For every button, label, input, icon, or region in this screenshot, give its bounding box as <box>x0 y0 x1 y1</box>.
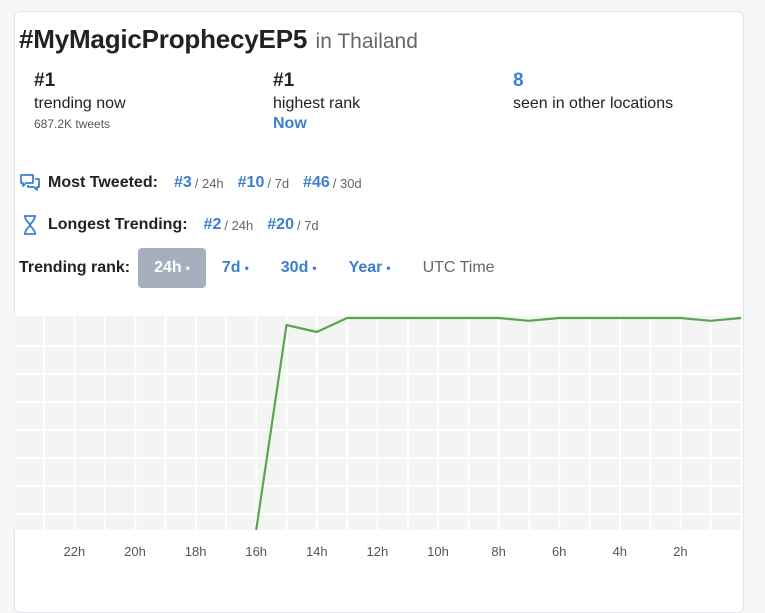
tab-dot: • <box>312 261 317 275</box>
x-tick-label: 2h <box>673 544 688 559</box>
tab-year-label: Year <box>348 259 383 276</box>
period-24h: / 24h <box>224 217 254 233</box>
stat-highest-rank: #1 highest rank Now <box>273 70 360 132</box>
x-tick-label: 10h <box>427 544 449 559</box>
stat-other-locations: 8 seen in other locations <box>513 70 673 116</box>
trending-rank-label: Trending rank: <box>19 259 131 276</box>
x-tick-label: 16h <box>245 544 268 559</box>
most-tweeted-rank-24h[interactable]: #3 <box>173 174 192 191</box>
period-24h: / 24h <box>194 175 224 191</box>
location-label: in Thailand <box>315 30 418 53</box>
tab-7d-label: 7d <box>221 259 241 276</box>
tab-dot: • <box>386 261 391 275</box>
tab-24h-label: 24h <box>154 259 182 276</box>
most-tweeted-rank-30d[interactable]: #46 <box>303 174 330 191</box>
period-30d: / 30d <box>332 175 362 191</box>
trending-rank-tabs: Trending rank: 24h • 7d • 30d • Year • UTC T… <box>19 248 511 288</box>
rank-series-line <box>255 316 742 530</box>
speech-bubbles-icon <box>19 172 41 194</box>
tab-30d-label: 30d <box>280 259 309 276</box>
most-tweeted-rank-7d[interactable]: #10 <box>237 174 265 191</box>
x-tick-label: 20h <box>124 544 146 559</box>
tab-24h[interactable]: 24h • <box>138 248 206 288</box>
x-tick-label: 14h <box>305 544 328 559</box>
tab-dot: • <box>185 261 190 275</box>
most-tweeted-row: Most Tweeted: #3/ 24h #10/ 7d #46/ 30d <box>19 171 376 195</box>
x-tick-label: 8h <box>491 544 506 559</box>
trending-now-label: trending now <box>34 95 126 112</box>
x-tick-label: 22h <box>63 544 86 559</box>
most-tweeted-label: Most Tweeted: <box>48 174 158 191</box>
highest-rank-when-link[interactable]: Now <box>273 115 307 132</box>
x-tick-label: 4h <box>612 544 628 559</box>
longest-trending-row: Longest Trending: #2/ 24h #20/ 7d <box>19 213 333 237</box>
period-7d: / 7d <box>267 175 290 191</box>
highest-rank-label: highest rank <box>273 95 361 112</box>
tab-30d[interactable]: 30d • <box>265 248 333 288</box>
trending-now-value: #1 <box>34 70 56 91</box>
hashtag-title[interactable]: #MyMagicProphecyEP5 <box>19 24 308 54</box>
other-locations-label: seen in other locations <box>513 95 674 112</box>
trending-rank-chart[interactable] <box>14 316 742 530</box>
other-locations-count-link[interactable]: 8 <box>513 70 524 91</box>
page-title: #MyMagicProphecyEP5 in Thailand <box>19 24 418 55</box>
stat-trending-now: #1 trending now 687.2K tweets <box>34 70 126 132</box>
highest-rank-value: #1 <box>273 70 295 91</box>
longest-trending-rank-24h[interactable]: #2 <box>203 216 222 233</box>
period-7d: / 7d <box>296 217 319 233</box>
tweet-count: 687.2K tweets <box>34 117 111 131</box>
hourglass-icon <box>19 214 41 236</box>
longest-trending-rank-7d[interactable]: #20 <box>267 216 294 233</box>
x-tick-label: 12h <box>366 544 389 559</box>
x-tick-label: 6h <box>551 544 567 559</box>
tab-7d[interactable]: 7d • <box>206 248 265 288</box>
tab-dot: • <box>244 261 249 275</box>
utc-time-toggle[interactable]: UTC Time <box>422 259 495 276</box>
longest-trending-label: Longest Trending: <box>48 216 188 233</box>
tab-year[interactable]: Year • <box>333 248 407 288</box>
x-tick-label: 18h <box>184 544 207 559</box>
